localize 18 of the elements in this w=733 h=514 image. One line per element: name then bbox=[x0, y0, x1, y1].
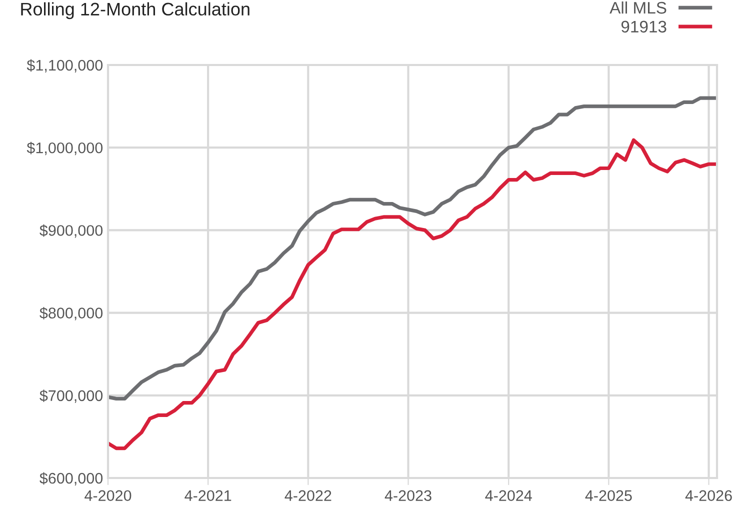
y-tick-label: $700,000 bbox=[40, 390, 103, 403]
line-series bbox=[108, 96, 717, 401]
legend-label: All MLS bbox=[610, 1, 666, 14]
line-series bbox=[108, 138, 717, 450]
x-tick-label: 4-2020 bbox=[84, 490, 132, 502]
y-tick-label: $1,000,000 bbox=[26, 142, 103, 156]
y-tick-label: $800,000 bbox=[40, 307, 103, 320]
x-tick-label: 4-2022 bbox=[284, 490, 332, 502]
x-tick-label: 4-2024 bbox=[485, 490, 532, 502]
y-tick-label: $600,000 bbox=[40, 472, 103, 486]
legend-label: 91913 bbox=[621, 20, 666, 33]
x-tick-label: 4-2025 bbox=[585, 490, 632, 502]
x-tick-label: 4-2021 bbox=[184, 490, 232, 502]
chart-title: Rolling 12-Month Calculation bbox=[21, 2, 250, 20]
x-tick-label: 4-2026 bbox=[685, 490, 732, 502]
y-tick-label: $1,100,000 bbox=[26, 59, 103, 72]
x-tick-label: 4-2023 bbox=[384, 490, 432, 502]
y-tick-label: $900,000 bbox=[40, 224, 103, 238]
